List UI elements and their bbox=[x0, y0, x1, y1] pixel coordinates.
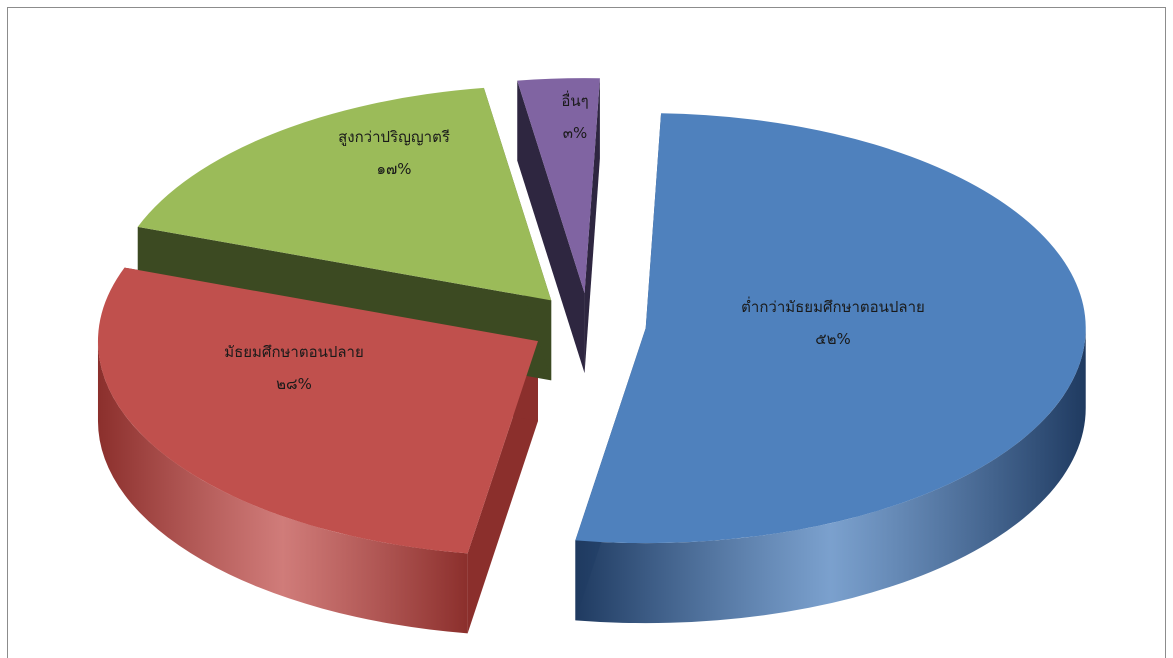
slice-value-label: ๕๒% bbox=[815, 330, 851, 348]
slice-value-label: ๓% bbox=[563, 124, 588, 142]
slice-value-label: ๒๘% bbox=[276, 375, 312, 393]
slice-tops bbox=[98, 78, 1086, 553]
slice-category-label: ต่ำกว่ามัธยมศึกษาตอนปลาย bbox=[741, 296, 925, 316]
slice-category-label: อื่นๆ bbox=[561, 90, 588, 110]
slice-value-label: ๑๗% bbox=[376, 160, 411, 178]
slice-category-label: มัธยมศึกษาตอนปลาย bbox=[224, 343, 364, 361]
slice-category-label: สูงกว่าปริญญาตรี bbox=[338, 128, 450, 146]
